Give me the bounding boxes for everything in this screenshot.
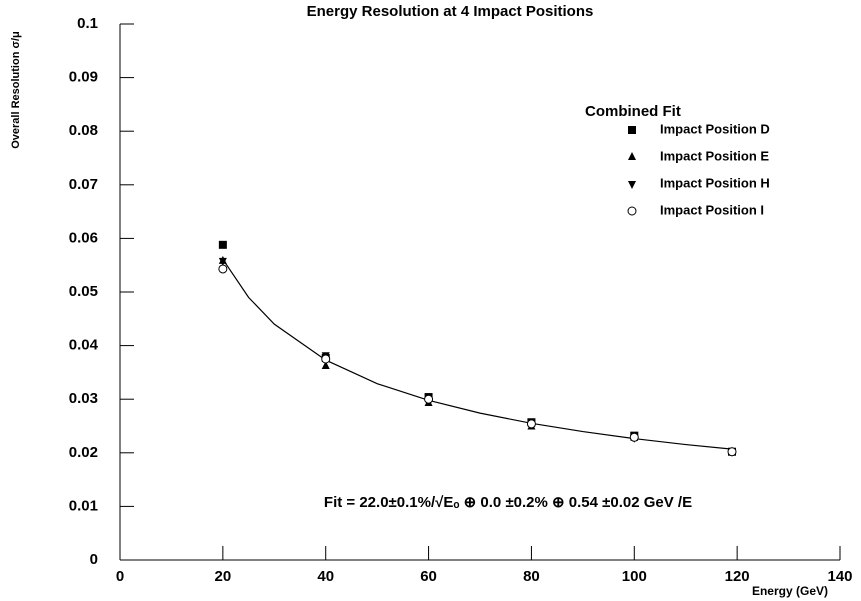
x-tick-label: 0: [116, 568, 124, 585]
legend-marker: [628, 181, 636, 189]
y-tick-label: 0.08: [69, 122, 98, 139]
y-tick-label: 0.01: [69, 497, 98, 514]
x-tick-label: 40: [317, 568, 334, 585]
legend-label: Impact Position H: [660, 175, 770, 190]
y-tick-label: 0.03: [69, 390, 98, 407]
marker-circle: [727, 447, 737, 457]
x-tick-label: 140: [827, 568, 852, 585]
x-tick-label: 120: [725, 568, 750, 585]
legend-marker: [628, 152, 636, 160]
marker-circle: [629, 432, 639, 442]
annotation: Fit = 22.0±0.1%/√Eₒ ⊕ 0.0 ±0.2% ⊕ 0.54 ±…: [324, 494, 692, 511]
x-tick-label: 20: [215, 568, 232, 585]
y-tick-label: 0.09: [69, 69, 98, 86]
y-tick-label: 0.04: [69, 337, 99, 354]
marker-circle: [424, 394, 434, 404]
legend-label: Impact Position D: [660, 121, 770, 136]
legend-title: Combined Fit: [585, 103, 681, 120]
y-tick-label: 0.05: [69, 283, 98, 300]
y-tick-label: 0.07: [69, 176, 98, 193]
x-tick-label: 60: [420, 568, 437, 585]
y-tick-label: 0.06: [69, 229, 98, 246]
x-tick-label: 100: [622, 568, 647, 585]
y-tick-label: 0: [90, 551, 98, 568]
legend-marker: [628, 126, 636, 134]
marker-circle: [321, 354, 331, 364]
chart-title: Energy Resolution at 4 Impact Positions: [307, 3, 594, 20]
y-tick-label: 0.1: [77, 15, 98, 32]
y-tick-label: 0.02: [69, 444, 98, 461]
legend-label: Impact Position E: [660, 148, 769, 163]
legend-marker: [627, 206, 637, 216]
marker-circle: [218, 264, 228, 274]
marker-square: [218, 240, 227, 249]
marker-triangle-down: [218, 257, 227, 266]
x-tick-label: 80: [523, 568, 540, 585]
legend-label: Impact Position I: [660, 202, 764, 217]
y-axis-label: Overall Resolution σ/μ: [10, 31, 22, 149]
fit-curve: [222, 258, 733, 450]
marker-circle: [526, 419, 536, 429]
marker-triangle-up: [321, 360, 330, 369]
x-axis-label: Energy (GeV): [752, 584, 828, 598]
